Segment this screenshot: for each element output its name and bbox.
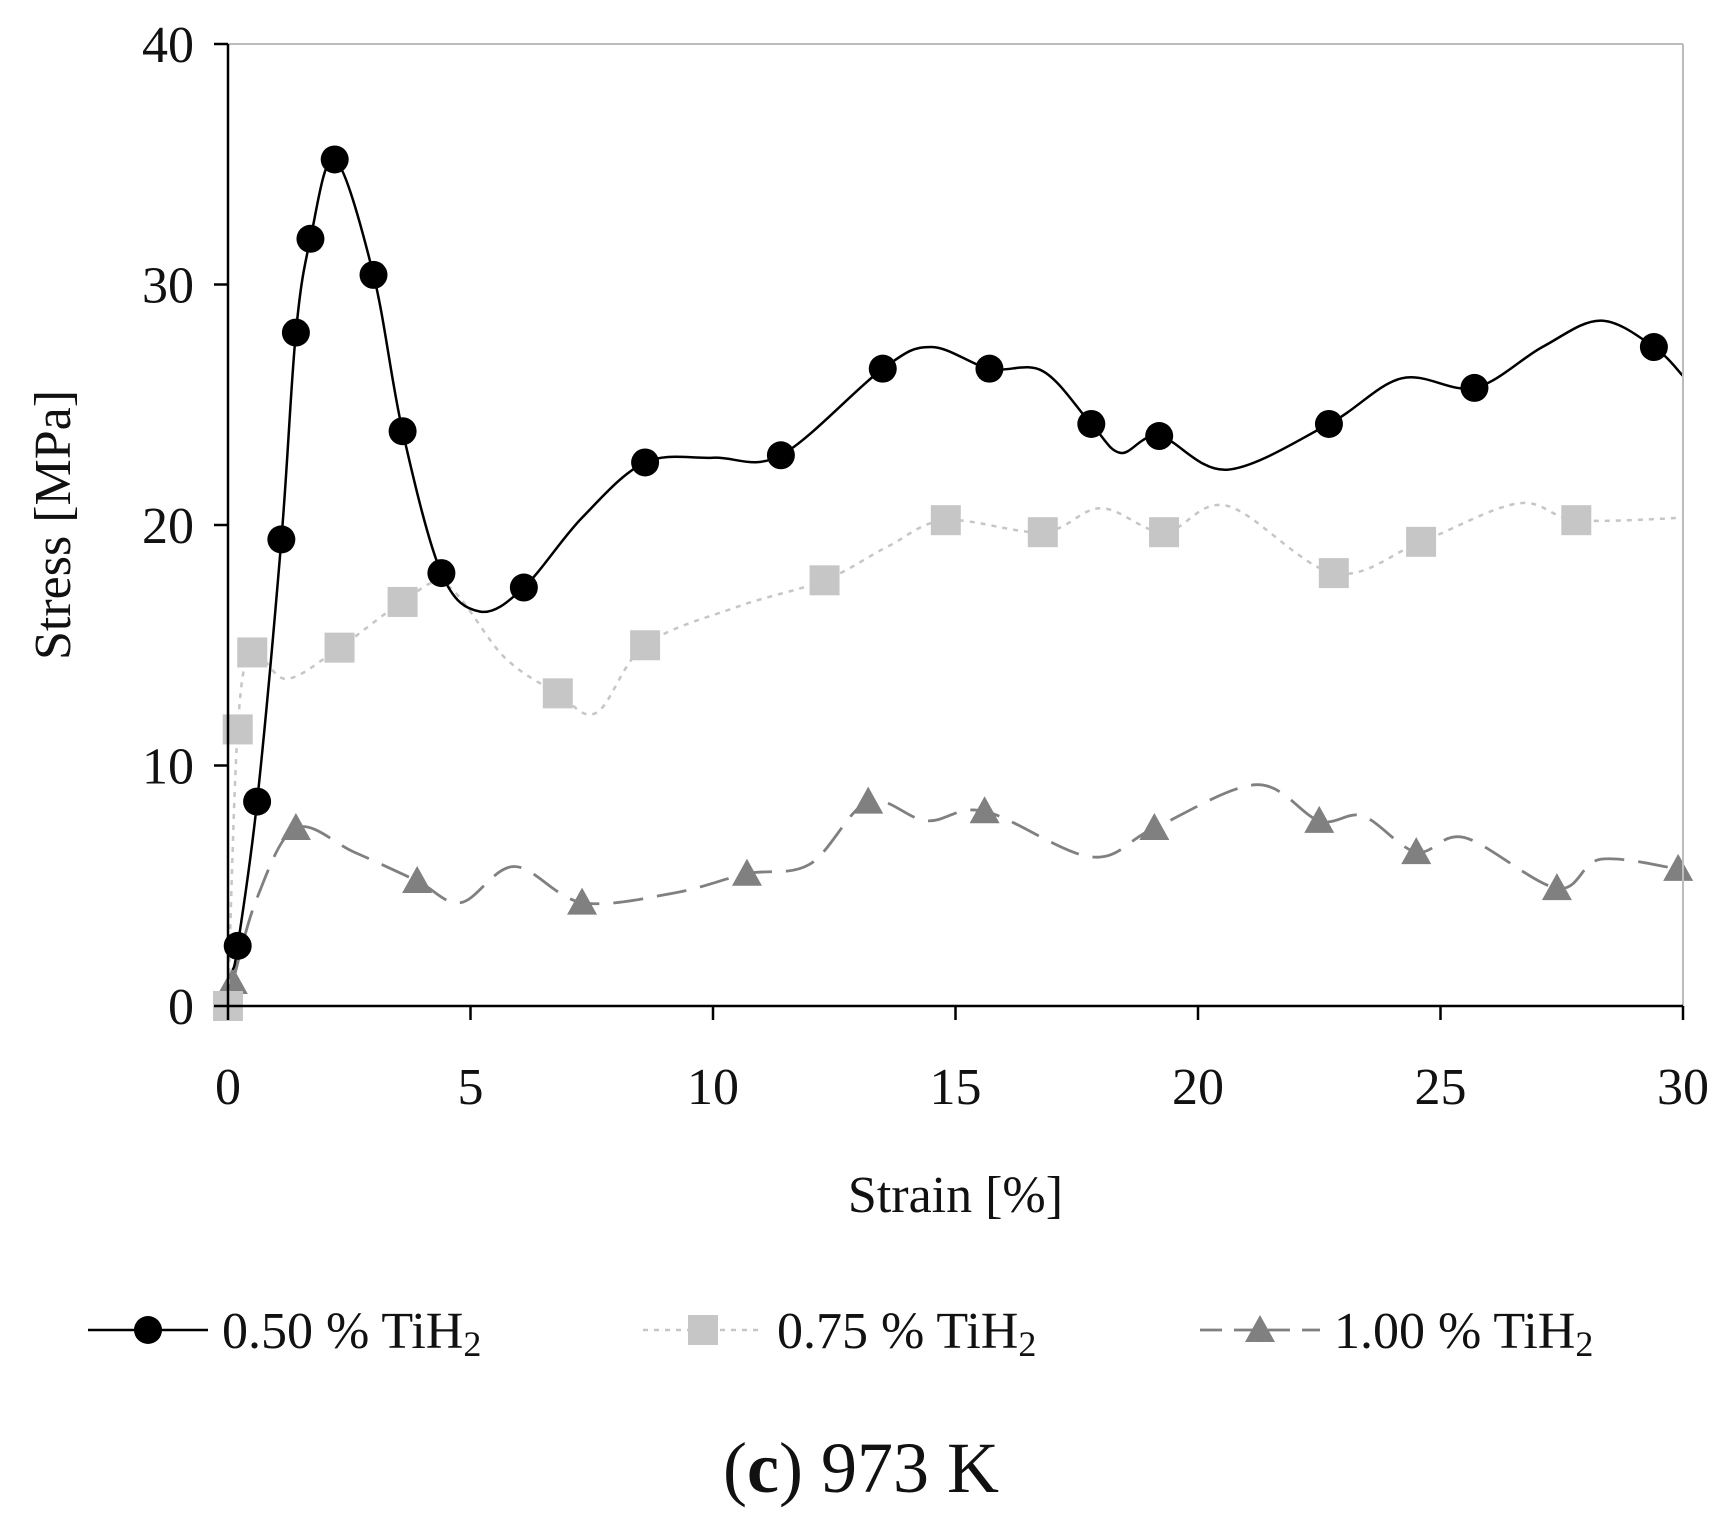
- data-point: [1077, 409, 1106, 438]
- data-point: [1541, 873, 1572, 901]
- x-tick-label: 15: [930, 1059, 982, 1116]
- legend: 0.50 % TiH2 0.75 % TiH2 1.00 % TiH2: [88, 1303, 1593, 1364]
- data-point: [387, 586, 418, 617]
- legend-label: 0.75 % TiH2: [777, 1303, 1036, 1364]
- data-point: [930, 505, 961, 536]
- legend-marker: [1245, 1315, 1275, 1342]
- data-point: [631, 448, 660, 477]
- y-tick-label: 0: [168, 979, 194, 1036]
- data-point: [1460, 373, 1489, 402]
- data-point: [223, 931, 252, 960]
- data-point: [542, 678, 573, 709]
- x-axis-title: Strain [%]: [848, 1167, 1063, 1224]
- data-point: [281, 318, 310, 347]
- caption-letter: c: [747, 1428, 779, 1508]
- data-point: [1145, 422, 1174, 451]
- data-point: [1663, 853, 1694, 881]
- x-tick-label: 25: [1415, 1059, 1467, 1116]
- data-point: [280, 813, 311, 841]
- data-point: [217, 966, 248, 994]
- y-axis-title: Stress [MPa]: [25, 390, 82, 660]
- y-tick-label: 20: [142, 498, 194, 555]
- data-point: [1027, 517, 1058, 548]
- data-point: [1139, 813, 1170, 841]
- legend-label: 0.50 % TiH2: [222, 1303, 481, 1364]
- data-point: [1149, 517, 1180, 548]
- caption-text: 973 K: [821, 1428, 999, 1508]
- y-tick-label: 40: [142, 17, 194, 74]
- data-point: [320, 145, 349, 174]
- data-point: [630, 630, 661, 661]
- data-point: [1561, 505, 1592, 536]
- legend-item-1: 0.50 % TiH2: [88, 1303, 481, 1364]
- data-point: [388, 417, 417, 446]
- series-1: [223, 145, 1684, 971]
- data-point: [509, 573, 538, 602]
- legend-marker: [134, 1316, 162, 1344]
- x-tick-label: 30: [1657, 1059, 1709, 1116]
- data-point: [731, 858, 762, 886]
- data-point: [969, 796, 1000, 824]
- figure-caption: (c) 973 K: [723, 1428, 999, 1508]
- data-point: [766, 441, 795, 470]
- y-tick-label: 10: [142, 739, 194, 796]
- data-point: [296, 224, 325, 253]
- x-tick-label: 5: [458, 1059, 484, 1116]
- series-line: [226, 501, 1684, 1007]
- x-tick-label: 10: [687, 1059, 739, 1116]
- plot-area: [213, 145, 1694, 1021]
- axes: 0 10 20 30 40 0 5 10 15 20 25 30 Strain [%] Stress [M…: [25, 17, 1709, 1224]
- data-point: [1304, 805, 1335, 833]
- data-point: [853, 786, 884, 814]
- series-2: [213, 501, 1684, 1021]
- data-point: [868, 354, 897, 383]
- legend-label: 1.00 % TiH2: [1334, 1303, 1593, 1364]
- data-point: [567, 887, 598, 915]
- data-point: [359, 260, 388, 289]
- data-point: [1406, 526, 1437, 557]
- data-point: [1639, 333, 1668, 362]
- data-point: [1314, 409, 1343, 438]
- data-point: [427, 559, 456, 588]
- legend-item-2: 0.75 % TiH2: [643, 1303, 1036, 1364]
- legend-item-3: 1.00 % TiH2: [1200, 1303, 1593, 1364]
- series-line: [231, 783, 1679, 983]
- data-point: [243, 787, 272, 816]
- data-point: [324, 632, 355, 663]
- x-tick-label: 0: [215, 1059, 241, 1116]
- x-tick-label: 20: [1172, 1059, 1224, 1116]
- series-3: [217, 783, 1694, 994]
- data-point: [809, 565, 840, 596]
- legend-marker: [688, 1315, 718, 1345]
- y-tick-label: 30: [142, 258, 194, 315]
- data-point: [1318, 558, 1349, 589]
- data-point: [1401, 837, 1432, 865]
- data-point: [975, 354, 1004, 383]
- data-point: [402, 865, 433, 893]
- data-point: [267, 525, 296, 554]
- data-point: [237, 637, 268, 668]
